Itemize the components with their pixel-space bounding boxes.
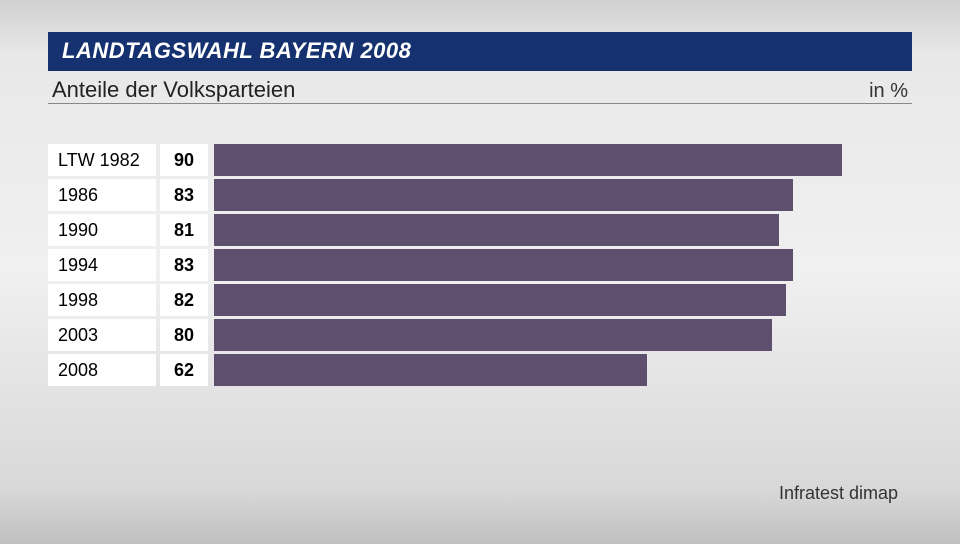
row-label: 1994 xyxy=(48,249,156,281)
chart-row: 199483 xyxy=(48,249,912,281)
row-label: 1986 xyxy=(48,179,156,211)
row-label: 1990 xyxy=(48,214,156,246)
row-label: 2008 xyxy=(48,354,156,386)
row-value: 80 xyxy=(160,319,208,351)
row-label: 2003 xyxy=(48,319,156,351)
bar xyxy=(214,214,779,246)
chart-row: 199882 xyxy=(48,284,912,316)
row-value: 62 xyxy=(160,354,208,386)
row-value: 83 xyxy=(160,249,208,281)
bar-track xyxy=(214,354,912,386)
bar-track xyxy=(214,214,912,246)
subtitle-left: Anteile der Volksparteien xyxy=(52,77,295,103)
bar-track xyxy=(214,249,912,281)
bar xyxy=(214,249,793,281)
bar xyxy=(214,319,772,351)
bar-track xyxy=(214,284,912,316)
bar xyxy=(214,354,647,386)
row-label: 1998 xyxy=(48,284,156,316)
chart-row: 200380 xyxy=(48,319,912,351)
row-label: LTW 1982 xyxy=(48,144,156,176)
bar xyxy=(214,179,793,211)
row-value: 82 xyxy=(160,284,208,316)
subtitle-row: Anteile der Volksparteien in % xyxy=(48,73,912,104)
chart-row: LTW 198290 xyxy=(48,144,912,176)
chart-row: 199081 xyxy=(48,214,912,246)
chart-row: 198683 xyxy=(48,179,912,211)
subtitle-right: in % xyxy=(869,80,908,103)
row-value: 83 xyxy=(160,179,208,211)
bar-track xyxy=(214,144,912,176)
bar-track xyxy=(214,319,912,351)
source-attribution: Infratest dimap xyxy=(779,483,898,504)
bar xyxy=(214,144,842,176)
header-title: LANDTAGSWAHL BAYERN 2008 xyxy=(48,32,912,71)
row-value: 90 xyxy=(160,144,208,176)
row-value: 81 xyxy=(160,214,208,246)
chart-area: LTW 198290198683199081199483199882200380… xyxy=(48,144,912,386)
bar-track xyxy=(214,179,912,211)
chart-row: 200862 xyxy=(48,354,912,386)
bar xyxy=(214,284,786,316)
